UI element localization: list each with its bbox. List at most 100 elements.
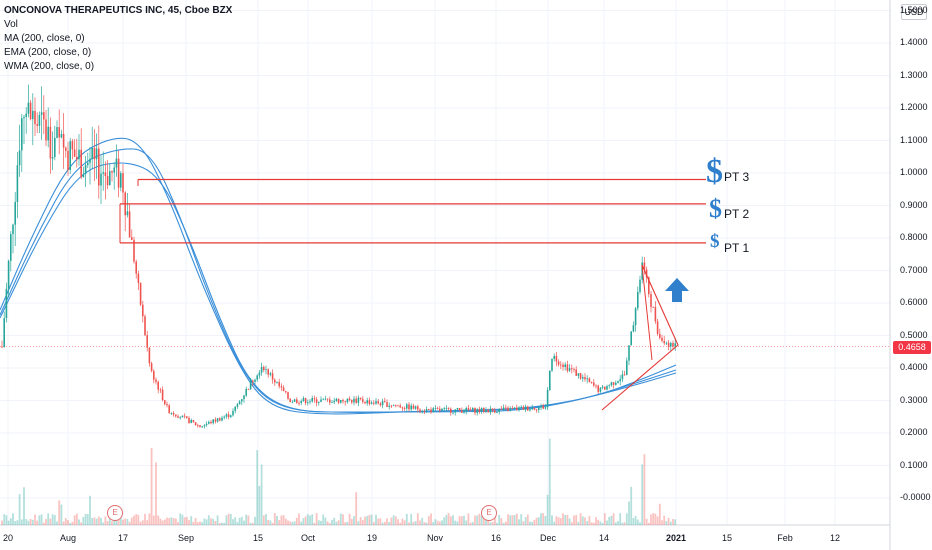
currency-badge[interactable]: USD — [901, 4, 927, 20]
volume-bar — [601, 522, 604, 525]
candle-body — [650, 294, 652, 307]
candle-body — [410, 405, 412, 410]
volume-bar — [522, 521, 525, 525]
earnings-marker[interactable]: E — [481, 505, 497, 521]
volume-bar — [471, 521, 474, 525]
volume-bar — [18, 494, 21, 525]
candle-body — [148, 347, 151, 364]
volume-bar — [359, 517, 362, 525]
candle-body — [98, 148, 100, 186]
volume-bars — [1, 438, 677, 525]
pt2-label: PT 2 — [724, 207, 750, 221]
volume-bar — [421, 517, 424, 525]
candle-body — [120, 173, 122, 188]
candle-body — [194, 422, 197, 426]
candle-body — [271, 373, 274, 380]
volume-bar — [45, 519, 47, 525]
symbol-title[interactable]: ONCONOVA THERAPEUTICS INC, 45, Cboe BZX — [4, 5, 233, 16]
volume-bar — [425, 522, 428, 525]
candle-body — [595, 385, 597, 387]
volume-bar — [258, 486, 261, 525]
candle-body — [322, 398, 324, 400]
volume-bar — [368, 515, 371, 525]
volume-bar — [95, 518, 98, 525]
volume-bar — [531, 521, 534, 525]
candle-body — [227, 414, 230, 417]
volume-bar — [460, 516, 463, 525]
x-tick-label: 16 — [490, 533, 502, 543]
candle-body — [414, 406, 417, 409]
volume-bar — [379, 518, 382, 525]
volume-bar — [333, 517, 336, 525]
candle-body — [309, 401, 311, 403]
candle-body — [73, 149, 76, 157]
volume-bar — [5, 515, 8, 525]
candle-body — [7, 260, 10, 289]
candle-body — [355, 398, 357, 403]
triangle-pattern — [601, 264, 679, 411]
candle-body — [643, 262, 646, 270]
volume-bar — [427, 516, 430, 525]
candle-body — [496, 411, 498, 413]
candle-body — [62, 133, 65, 148]
candle-body — [511, 408, 514, 409]
candle-body — [269, 373, 272, 375]
candle-body — [553, 355, 555, 359]
y-tick-label: 1.4000 — [900, 37, 928, 47]
volume-bar — [553, 521, 556, 525]
earnings-marker[interactable]: E — [107, 505, 123, 521]
candle-body — [109, 171, 111, 186]
volume-bar — [392, 515, 395, 525]
candle-body — [575, 369, 577, 376]
x-tick-label: 20 — [2, 533, 14, 543]
legend-ema[interactable]: EMA (200, close, 0) — [4, 47, 92, 58]
candle-body — [456, 408, 459, 410]
volume-bar — [201, 521, 204, 525]
volume-bar — [203, 518, 206, 525]
volume-bar — [309, 515, 311, 525]
volume-bar — [650, 514, 652, 525]
candle-body — [670, 342, 672, 347]
candle-body — [421, 411, 423, 412]
volume-bar — [408, 522, 410, 525]
candle-body — [637, 291, 639, 309]
volume-bar — [122, 519, 124, 525]
candle-body — [566, 364, 569, 371]
legend-wma[interactable]: WMA (200, close, 0) — [4, 61, 95, 72]
candle-body — [487, 409, 489, 413]
volume-bar — [559, 518, 562, 525]
volume-bar — [344, 522, 347, 525]
candle-body — [661, 337, 663, 341]
volume-bar — [342, 514, 344, 525]
legend-ma[interactable]: MA (200, close, 0) — [4, 33, 85, 44]
volume-bar — [221, 522, 223, 525]
candle-body — [590, 381, 593, 383]
candle-body — [87, 162, 89, 166]
drawings — [119, 178, 706, 411]
candle-body — [155, 379, 157, 382]
volume-bar — [346, 521, 349, 525]
candle-body — [507, 407, 509, 411]
candle-body — [254, 379, 256, 382]
volume-bar — [249, 522, 252, 525]
candle-body — [571, 368, 573, 370]
y-tick-label: 1.1000 — [900, 134, 928, 145]
candle-body — [25, 113, 27, 118]
volume-bar — [188, 520, 190, 525]
candle-body — [529, 409, 531, 411]
candle-body — [483, 407, 485, 412]
candle-body — [128, 211, 131, 238]
candle-body — [654, 307, 657, 322]
y-tick-label: 1.3000 — [900, 69, 928, 80]
x-tick-label: Feb — [777, 533, 793, 543]
volume-bar — [89, 495, 91, 525]
candle-body — [428, 409, 430, 410]
legend-vol[interactable]: Vol — [4, 19, 18, 30]
volume-bar — [518, 519, 520, 525]
volume-bar — [161, 520, 164, 525]
volume-bar — [324, 517, 327, 525]
candle-body — [478, 409, 481, 412]
volume-bar — [632, 518, 635, 525]
volume-bar — [64, 518, 67, 525]
